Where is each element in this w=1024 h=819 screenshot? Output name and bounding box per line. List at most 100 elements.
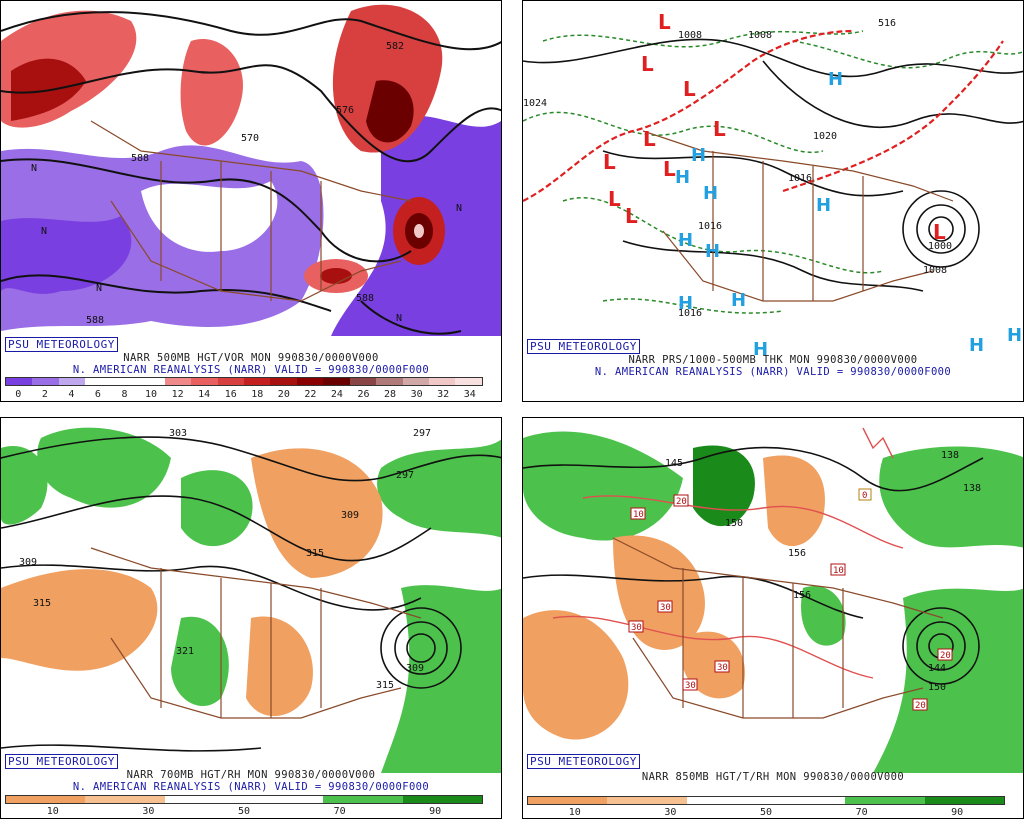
colorbar-tick-label: 50 [237, 806, 251, 817]
colorbar-swatch [270, 378, 297, 385]
colorbar-swatch [243, 796, 324, 803]
product-caption: NARR 500MB HGT/VOR MON 990830/0000V000 [123, 352, 379, 364]
height-label: 150 [725, 518, 743, 529]
colorbar-swatch [924, 797, 1004, 804]
temperature-label: 30 [631, 623, 642, 633]
temperature-label: 30 [717, 663, 728, 673]
colorbar-tick-label: 70 [855, 807, 868, 818]
colorbar-swatch [845, 797, 925, 804]
colorbar-tick-label: 50 [759, 807, 773, 818]
psu-meteorology-badge: PSU METEOROLOGY [5, 337, 118, 352]
colorbar-tick-label: 20 [277, 389, 290, 400]
colorbar-tick-label: 10 [145, 389, 158, 400]
vorticity-map: 582 576 570 588 588 588 N N N N N [1, 1, 501, 401]
colorbar-tick-label: 90 [429, 806, 442, 817]
colorbar-swatch [58, 378, 86, 385]
height-label: 138 [963, 483, 981, 494]
panel-pressure-thickness: 1008 1008 1024 1020 1016 1016 1000 1008 … [522, 0, 1024, 402]
colorbar-swatch [402, 378, 429, 385]
product-caption: NARR 700MB HGT/RH MON 990830/0000V000 [126, 769, 376, 781]
height-label: 309 [341, 510, 359, 521]
low-marker: L [658, 10, 671, 34]
high-marker: H [731, 290, 746, 311]
humidity-colorbar [5, 795, 483, 804]
temperature-label: 0 [862, 491, 867, 501]
colorbar-tick-label: 22 [304, 389, 317, 400]
colorbar-swatch [6, 796, 86, 803]
temperature-label: 30 [685, 681, 696, 691]
isobar-label: 1020 [813, 131, 837, 142]
high-marker: H [678, 293, 693, 314]
colorbar-ticks: 10 30 50 70 90 [1, 806, 501, 818]
colorbar-swatch [349, 378, 377, 385]
humidity-850-map: 145 138 138 150 156 156 144 150 20 10 10… [523, 418, 1023, 818]
psu-meteorology-badge: PSU METEOROLOGY [527, 339, 640, 354]
vorticity-n-label: N [41, 226, 47, 237]
colorbar-tick-label: 70 [333, 806, 346, 817]
colorbar-swatch [85, 378, 112, 385]
colorbar-swatch [376, 378, 403, 385]
high-marker: H [828, 69, 843, 90]
high-pressure-markers: H H H H H H H H H H H H [675, 69, 1022, 360]
colorbar-swatch [85, 796, 165, 803]
psu-meteorology-badge: PSU METEOROLOGY [5, 754, 118, 769]
temperature-label: 30 [660, 603, 671, 613]
pressure-map: 1008 1008 1024 1020 1016 1016 1000 1008 … [523, 1, 1023, 401]
colorbar-tick-label: 0 [15, 389, 22, 400]
isobar-label: 1016 [788, 173, 812, 184]
psu-meteorology-badge: PSU METEOROLOGY [527, 754, 640, 769]
valid-time-caption: N. AMERICAN REANALYSIS (NARR) VALID = 99… [72, 781, 430, 793]
panel-700mb-humidity: 303 297 297 309 309 315 315 321 309 315 … [0, 417, 502, 819]
low-marker: L [663, 157, 676, 181]
colorbar-swatch [528, 797, 608, 804]
colorbar-tick-label: 26 [357, 389, 370, 400]
isobar-label: 1016 [698, 221, 722, 232]
colorbar-swatch [765, 797, 846, 804]
thickness-label: 516 [878, 18, 896, 29]
colorbar-ticks: 10 30 50 70 90 [523, 807, 1023, 818]
colorbar-tick-label: 90 [951, 807, 964, 818]
colorbar-tick-label: 24 [330, 389, 343, 400]
high-marker: H [1007, 325, 1022, 346]
colorbar-tick-label: 4 [68, 389, 75, 400]
low-pressure-markers: L L L L L L L L L L [603, 10, 946, 244]
vorticity-n-label: N [31, 163, 37, 174]
colorbar-swatch [164, 796, 244, 803]
colorbar-tick-label: 30 [142, 806, 155, 817]
valid-time-caption: N. AMERICAN REANALYSIS (NARR) VALID = 99… [594, 366, 952, 378]
colorbar-swatch [323, 796, 403, 803]
contour-label: 588 [356, 293, 374, 304]
colorbar-swatch [138, 378, 165, 385]
high-marker: H [678, 230, 693, 251]
colorbar-swatch [191, 378, 218, 385]
valid-time-caption: N. AMERICAN REANALYSIS (NARR) VALID = 99… [72, 364, 430, 376]
product-caption: NARR PRS/1000-500MB THK MON 990830/0000V… [628, 354, 918, 366]
colorbar-tick-label: 12 [171, 389, 184, 400]
isobar-label: 1024 [523, 98, 547, 109]
temperature-label: 20 [940, 651, 951, 661]
colorbar-ticks: 0 2 4 6 8 10 12 14 16 18 20 22 24 26 28 30 32 34 [1, 389, 501, 401]
low-marker: L [603, 150, 616, 174]
low-marker: L [641, 52, 654, 76]
high-marker: H [675, 167, 690, 188]
contour-label: 570 [241, 133, 259, 144]
high-marker: H [691, 145, 706, 166]
temperature-label: 20 [676, 497, 687, 507]
colorbar-tick-label: 32 [437, 389, 450, 400]
panel-500mb-vorticity: 582 576 570 588 588 588 N N N N N PSU ME… [0, 0, 502, 402]
contour-label: 576 [336, 105, 354, 116]
low-marker: L [608, 187, 621, 211]
high-marker: H [753, 339, 768, 360]
low-marker: L [683, 77, 696, 101]
colorbar-tick-label: 30 [410, 389, 423, 400]
height-label: 297 [413, 428, 431, 439]
colorbar-swatch [243, 378, 271, 385]
height-label: 321 [176, 646, 194, 657]
height-label: 156 [788, 548, 806, 559]
isobar-label: 1008 [748, 30, 772, 41]
low-marker: L [643, 127, 656, 151]
colorbar-tick-label: 18 [251, 389, 264, 400]
vorticity-colorbar [5, 377, 483, 386]
panel-850mb-temp-humidity: 145 138 138 150 156 156 144 150 20 10 10… [522, 417, 1024, 819]
colorbar-swatch [402, 796, 482, 803]
